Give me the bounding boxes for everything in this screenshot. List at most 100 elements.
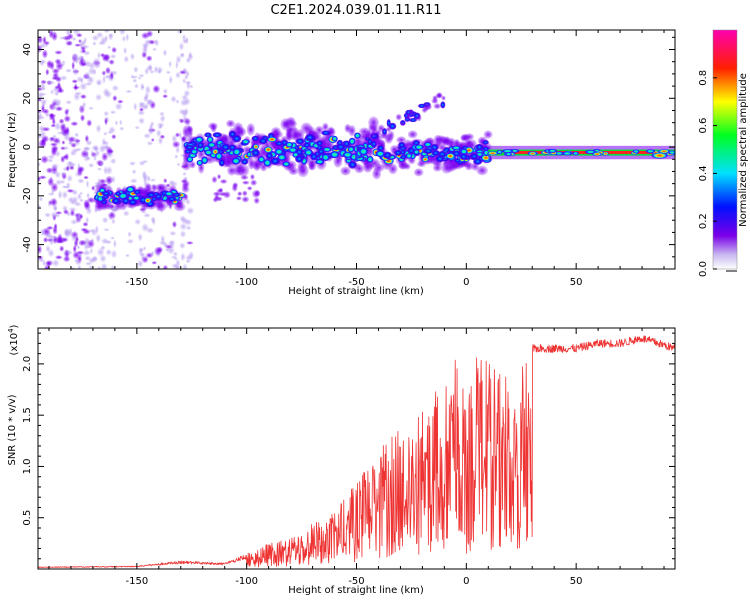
noise-blob bbox=[76, 33, 83, 38]
noise-blob bbox=[65, 30, 72, 36]
noise-blob bbox=[184, 218, 192, 226]
branch-blob bbox=[367, 138, 373, 146]
spectrogram-x-tick-label: 50 bbox=[570, 277, 583, 288]
noise-blob bbox=[50, 235, 54, 241]
noise-blob bbox=[71, 61, 75, 70]
noise-blob bbox=[95, 124, 102, 133]
noise-blob bbox=[141, 160, 149, 164]
noise-blob bbox=[162, 88, 168, 95]
noise-blob bbox=[100, 36, 108, 45]
line-segment-1-core bbox=[167, 196, 177, 202]
line-segment-2-core bbox=[303, 142, 311, 148]
noise-blob bbox=[76, 76, 84, 83]
noise-blob bbox=[51, 31, 58, 41]
noise-blob bbox=[83, 146, 91, 151]
noise-blob bbox=[53, 205, 58, 212]
line-segment-2-core bbox=[315, 159, 325, 165]
snr-x-tick-label: -50 bbox=[348, 576, 364, 587]
noise-blob bbox=[87, 67, 96, 76]
colorbar-label: Normalized spectral amplitude bbox=[738, 73, 749, 227]
noise-blob bbox=[162, 94, 168, 99]
branch-blob bbox=[416, 114, 422, 122]
line-segment-2-core bbox=[263, 158, 272, 167]
noise-blob bbox=[180, 52, 185, 57]
line-segment-2-core bbox=[322, 147, 332, 152]
line-segment-2-core bbox=[194, 136, 204, 143]
noise-blob bbox=[41, 137, 47, 146]
noise-blob bbox=[114, 120, 119, 126]
noise-blob bbox=[89, 247, 93, 255]
noise-blob bbox=[79, 213, 84, 220]
noise-blob bbox=[51, 144, 59, 153]
branch-blob bbox=[432, 95, 438, 101]
line-segment-2-core bbox=[336, 143, 346, 151]
noise-blob bbox=[60, 75, 68, 81]
noise-blob bbox=[101, 137, 106, 146]
line-segment-1-core bbox=[101, 190, 111, 197]
noise-blob bbox=[92, 41, 97, 46]
line-segment-2-core bbox=[329, 151, 340, 159]
line-segment-2-halo bbox=[286, 116, 296, 126]
lower-scatter-blob bbox=[211, 176, 218, 184]
steady-band-blob bbox=[645, 149, 656, 154]
snr-y-tick-label: 0.5 bbox=[22, 510, 33, 526]
noise-blob bbox=[111, 218, 116, 225]
noise-blob bbox=[185, 225, 192, 231]
noise-blob bbox=[74, 258, 79, 263]
line-segment-2-core bbox=[252, 143, 259, 150]
noise-blob bbox=[46, 226, 54, 230]
noise-blob bbox=[149, 178, 157, 182]
noise-blob bbox=[111, 47, 117, 53]
line-segment-2-core bbox=[220, 143, 231, 151]
line-segment-2-halo bbox=[271, 127, 281, 136]
line-segment-2-core bbox=[348, 161, 357, 169]
noise-blob bbox=[42, 127, 50, 132]
line-segment-2-core bbox=[212, 132, 222, 138]
noise-blob bbox=[184, 117, 191, 126]
noise-blob bbox=[122, 35, 126, 43]
noise-blob bbox=[68, 207, 77, 212]
noise-blob bbox=[54, 122, 62, 131]
noise-blob bbox=[71, 148, 80, 153]
lower-scatter-blob bbox=[247, 186, 253, 191]
line-segment-2-core bbox=[342, 151, 353, 159]
noise-blob bbox=[81, 58, 86, 65]
noise-blob bbox=[118, 30, 126, 36]
noise-blob bbox=[102, 87, 110, 97]
steady-band-blob bbox=[592, 152, 602, 157]
noise-blob bbox=[172, 221, 177, 228]
line-segment-1-core bbox=[133, 189, 141, 195]
noise-blob bbox=[70, 266, 76, 269]
noise-blob bbox=[79, 105, 83, 112]
noise-blob bbox=[152, 85, 161, 94]
noise-blob bbox=[110, 264, 115, 269]
noise-blob bbox=[108, 126, 116, 134]
line-segment-3-halo bbox=[413, 168, 424, 177]
noise-blob bbox=[184, 80, 192, 85]
noise-blob bbox=[108, 33, 114, 38]
noise-blob bbox=[119, 126, 125, 131]
noise-blob bbox=[55, 102, 61, 107]
lower-scatter-blob bbox=[250, 179, 257, 186]
line-segment-1-core bbox=[128, 199, 138, 206]
noise-blob bbox=[46, 167, 54, 174]
noise-blob bbox=[103, 131, 108, 136]
line-segment-2-core bbox=[232, 148, 242, 156]
spectrogram-heatmap bbox=[38, 30, 675, 269]
line-segment-3-halo bbox=[442, 136, 452, 146]
noise-blob bbox=[97, 265, 101, 269]
noise-blob bbox=[182, 263, 188, 269]
noise-blob bbox=[103, 228, 110, 232]
line-segment-2-core bbox=[263, 146, 273, 153]
noise-blob bbox=[55, 179, 62, 186]
noise-blob bbox=[129, 52, 135, 61]
line-segment-3-core bbox=[431, 149, 440, 156]
steady-band-end-blob bbox=[651, 152, 668, 159]
noise-blob bbox=[169, 230, 177, 236]
line-segment-3-core bbox=[482, 140, 489, 145]
noise-blob bbox=[109, 110, 117, 115]
lower-scatter-blob bbox=[241, 196, 250, 203]
line-segment-2-halo bbox=[297, 164, 309, 178]
noise-blob bbox=[52, 134, 57, 139]
noise-blob bbox=[54, 50, 63, 55]
